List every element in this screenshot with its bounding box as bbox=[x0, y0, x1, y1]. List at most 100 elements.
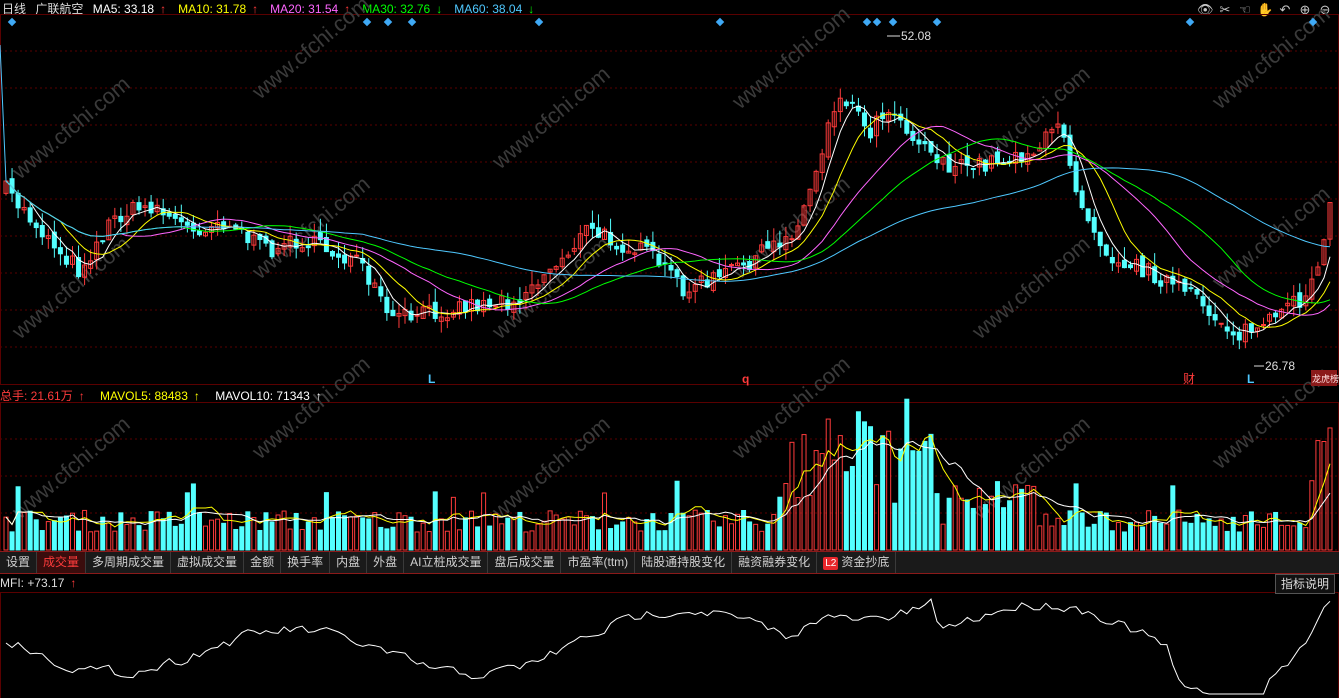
candle-body bbox=[178, 217, 184, 223]
volume-bar bbox=[1031, 485, 1037, 551]
volume-bar bbox=[27, 510, 33, 551]
ma-legend-item: MA5: 33.18 ↑ bbox=[92, 2, 167, 16]
marker-finance[interactable]: 财 bbox=[1183, 372, 1195, 386]
volume-bar bbox=[1043, 513, 1049, 551]
volume-bar bbox=[475, 526, 481, 551]
event-marker bbox=[1185, 17, 1195, 27]
volume-bar bbox=[1037, 525, 1043, 551]
volume-bar bbox=[184, 492, 190, 551]
zoom-in-icon[interactable]: ⊕ bbox=[1299, 2, 1311, 17]
candle-body bbox=[275, 247, 281, 255]
scissors-icon[interactable]: ✂ bbox=[1219, 2, 1231, 17]
volume-bar bbox=[45, 521, 51, 551]
volume-bar bbox=[287, 528, 293, 551]
tab-7[interactable]: 外盘 bbox=[367, 552, 405, 573]
ma-line-20 bbox=[5, 125, 1331, 316]
volume-bar bbox=[336, 511, 342, 551]
tab-3[interactable]: 虚拟成交量 bbox=[171, 552, 245, 573]
event-marker bbox=[888, 17, 898, 27]
volume-bar bbox=[759, 530, 765, 551]
watermark-text: www.cfchi.com bbox=[1206, 1, 1334, 114]
candle-body bbox=[620, 244, 626, 253]
candle-body bbox=[1085, 208, 1091, 222]
mfi-legend: MFI: +73.17 ↑ bbox=[0, 574, 88, 592]
candle-body bbox=[9, 178, 15, 194]
volume-bar bbox=[1176, 509, 1182, 551]
indicator-help-button[interactable]: 指标说明 bbox=[1274, 574, 1335, 594]
period-label[interactable]: 日线 bbox=[2, 2, 27, 16]
volume-bar bbox=[753, 523, 759, 551]
marker-q[interactable]: q bbox=[742, 372, 749, 386]
tab-2[interactable]: 多周期成交量 bbox=[86, 552, 172, 573]
volume-bar bbox=[638, 530, 644, 551]
candle-body bbox=[1182, 278, 1188, 292]
candle-body bbox=[450, 311, 456, 318]
volume-bar bbox=[614, 524, 620, 551]
volume-bar bbox=[680, 512, 686, 551]
tab-4[interactable]: 金额 bbox=[244, 552, 282, 573]
candle-body bbox=[874, 115, 880, 137]
ma-legend-item: MA30: 32.76 ↓ bbox=[362, 2, 443, 16]
candle-body bbox=[1291, 295, 1297, 307]
volume-bar bbox=[281, 510, 287, 551]
volume-bar bbox=[1097, 511, 1103, 551]
marker-L-2[interactable]: L bbox=[1247, 372, 1254, 386]
watermark-layer: www.cfchi.com www.cfchi.com www.cfchi.com w… bbox=[6, 0, 1334, 524]
candle-body bbox=[166, 211, 172, 217]
volume-bar bbox=[843, 471, 849, 551]
tab-0[interactable]: 设置 bbox=[0, 552, 38, 573]
candle-body bbox=[1327, 202, 1333, 240]
hand-icon[interactable]: ✋ bbox=[1257, 2, 1274, 17]
volume-bar bbox=[251, 517, 257, 551]
volume-bar bbox=[1079, 512, 1085, 551]
volume-bar bbox=[257, 529, 263, 551]
tab-11[interactable]: 陆股通持股变化 bbox=[635, 552, 733, 573]
hand-icon[interactable]: ☜ bbox=[1239, 2, 1251, 17]
volume-bar bbox=[1188, 522, 1194, 551]
volume-bar bbox=[1121, 531, 1127, 551]
candle-body bbox=[1031, 153, 1037, 157]
volume-bar bbox=[245, 511, 251, 551]
candle-body bbox=[1260, 324, 1266, 327]
volume-bar bbox=[1158, 522, 1164, 551]
candle-body bbox=[1109, 256, 1115, 264]
candle-body bbox=[1267, 313, 1273, 322]
tab-13[interactable]: L2 资金抄底 bbox=[817, 552, 897, 573]
zoom-out-icon[interactable]: ⊖ bbox=[1319, 2, 1331, 17]
volume-bar bbox=[529, 530, 535, 551]
candle-body bbox=[130, 202, 136, 215]
volume-bar bbox=[1242, 514, 1248, 551]
eye-icon[interactable]: 👁 bbox=[1197, 2, 1214, 17]
candle-body bbox=[142, 205, 148, 208]
tab-12[interactable]: 融资融券变化 bbox=[732, 552, 818, 573]
candle-body bbox=[51, 231, 57, 249]
volume-bar bbox=[1001, 507, 1007, 551]
volume-bar bbox=[880, 435, 886, 551]
volume-bar bbox=[215, 518, 221, 551]
volume-bar bbox=[704, 510, 710, 551]
tab-label: 换手率 bbox=[287, 555, 324, 569]
candle-body bbox=[82, 264, 88, 278]
volume-bar bbox=[831, 459, 837, 551]
volume-bar bbox=[299, 529, 305, 551]
tab-10[interactable]: 市盈率(ttm) bbox=[561, 552, 636, 573]
tab-1[interactable]: 成交量 bbox=[37, 552, 87, 573]
marker-dragon-tiger[interactable]: 龙虎榜 bbox=[1312, 373, 1339, 384]
candle-body bbox=[541, 274, 547, 283]
candle-body bbox=[305, 245, 311, 249]
back-icon[interactable]: ↶ bbox=[1279, 2, 1291, 17]
tab-5[interactable]: 换手率 bbox=[281, 552, 331, 573]
tab-6[interactable]: 内盘 bbox=[330, 552, 368, 573]
tab-8[interactable]: AI立桩成交量 bbox=[404, 552, 489, 573]
volume-bar bbox=[813, 450, 819, 551]
candle-body bbox=[741, 262, 747, 266]
tab-9[interactable]: 盘后成交量 bbox=[488, 552, 562, 573]
candle-body bbox=[976, 158, 982, 168]
candle-body bbox=[988, 155, 994, 169]
volume-bar bbox=[928, 433, 934, 551]
tab-label: 内盘 bbox=[336, 555, 361, 569]
candle-body bbox=[287, 235, 293, 248]
volume-bar bbox=[124, 524, 130, 551]
marker-L-1[interactable]: L bbox=[428, 372, 435, 386]
